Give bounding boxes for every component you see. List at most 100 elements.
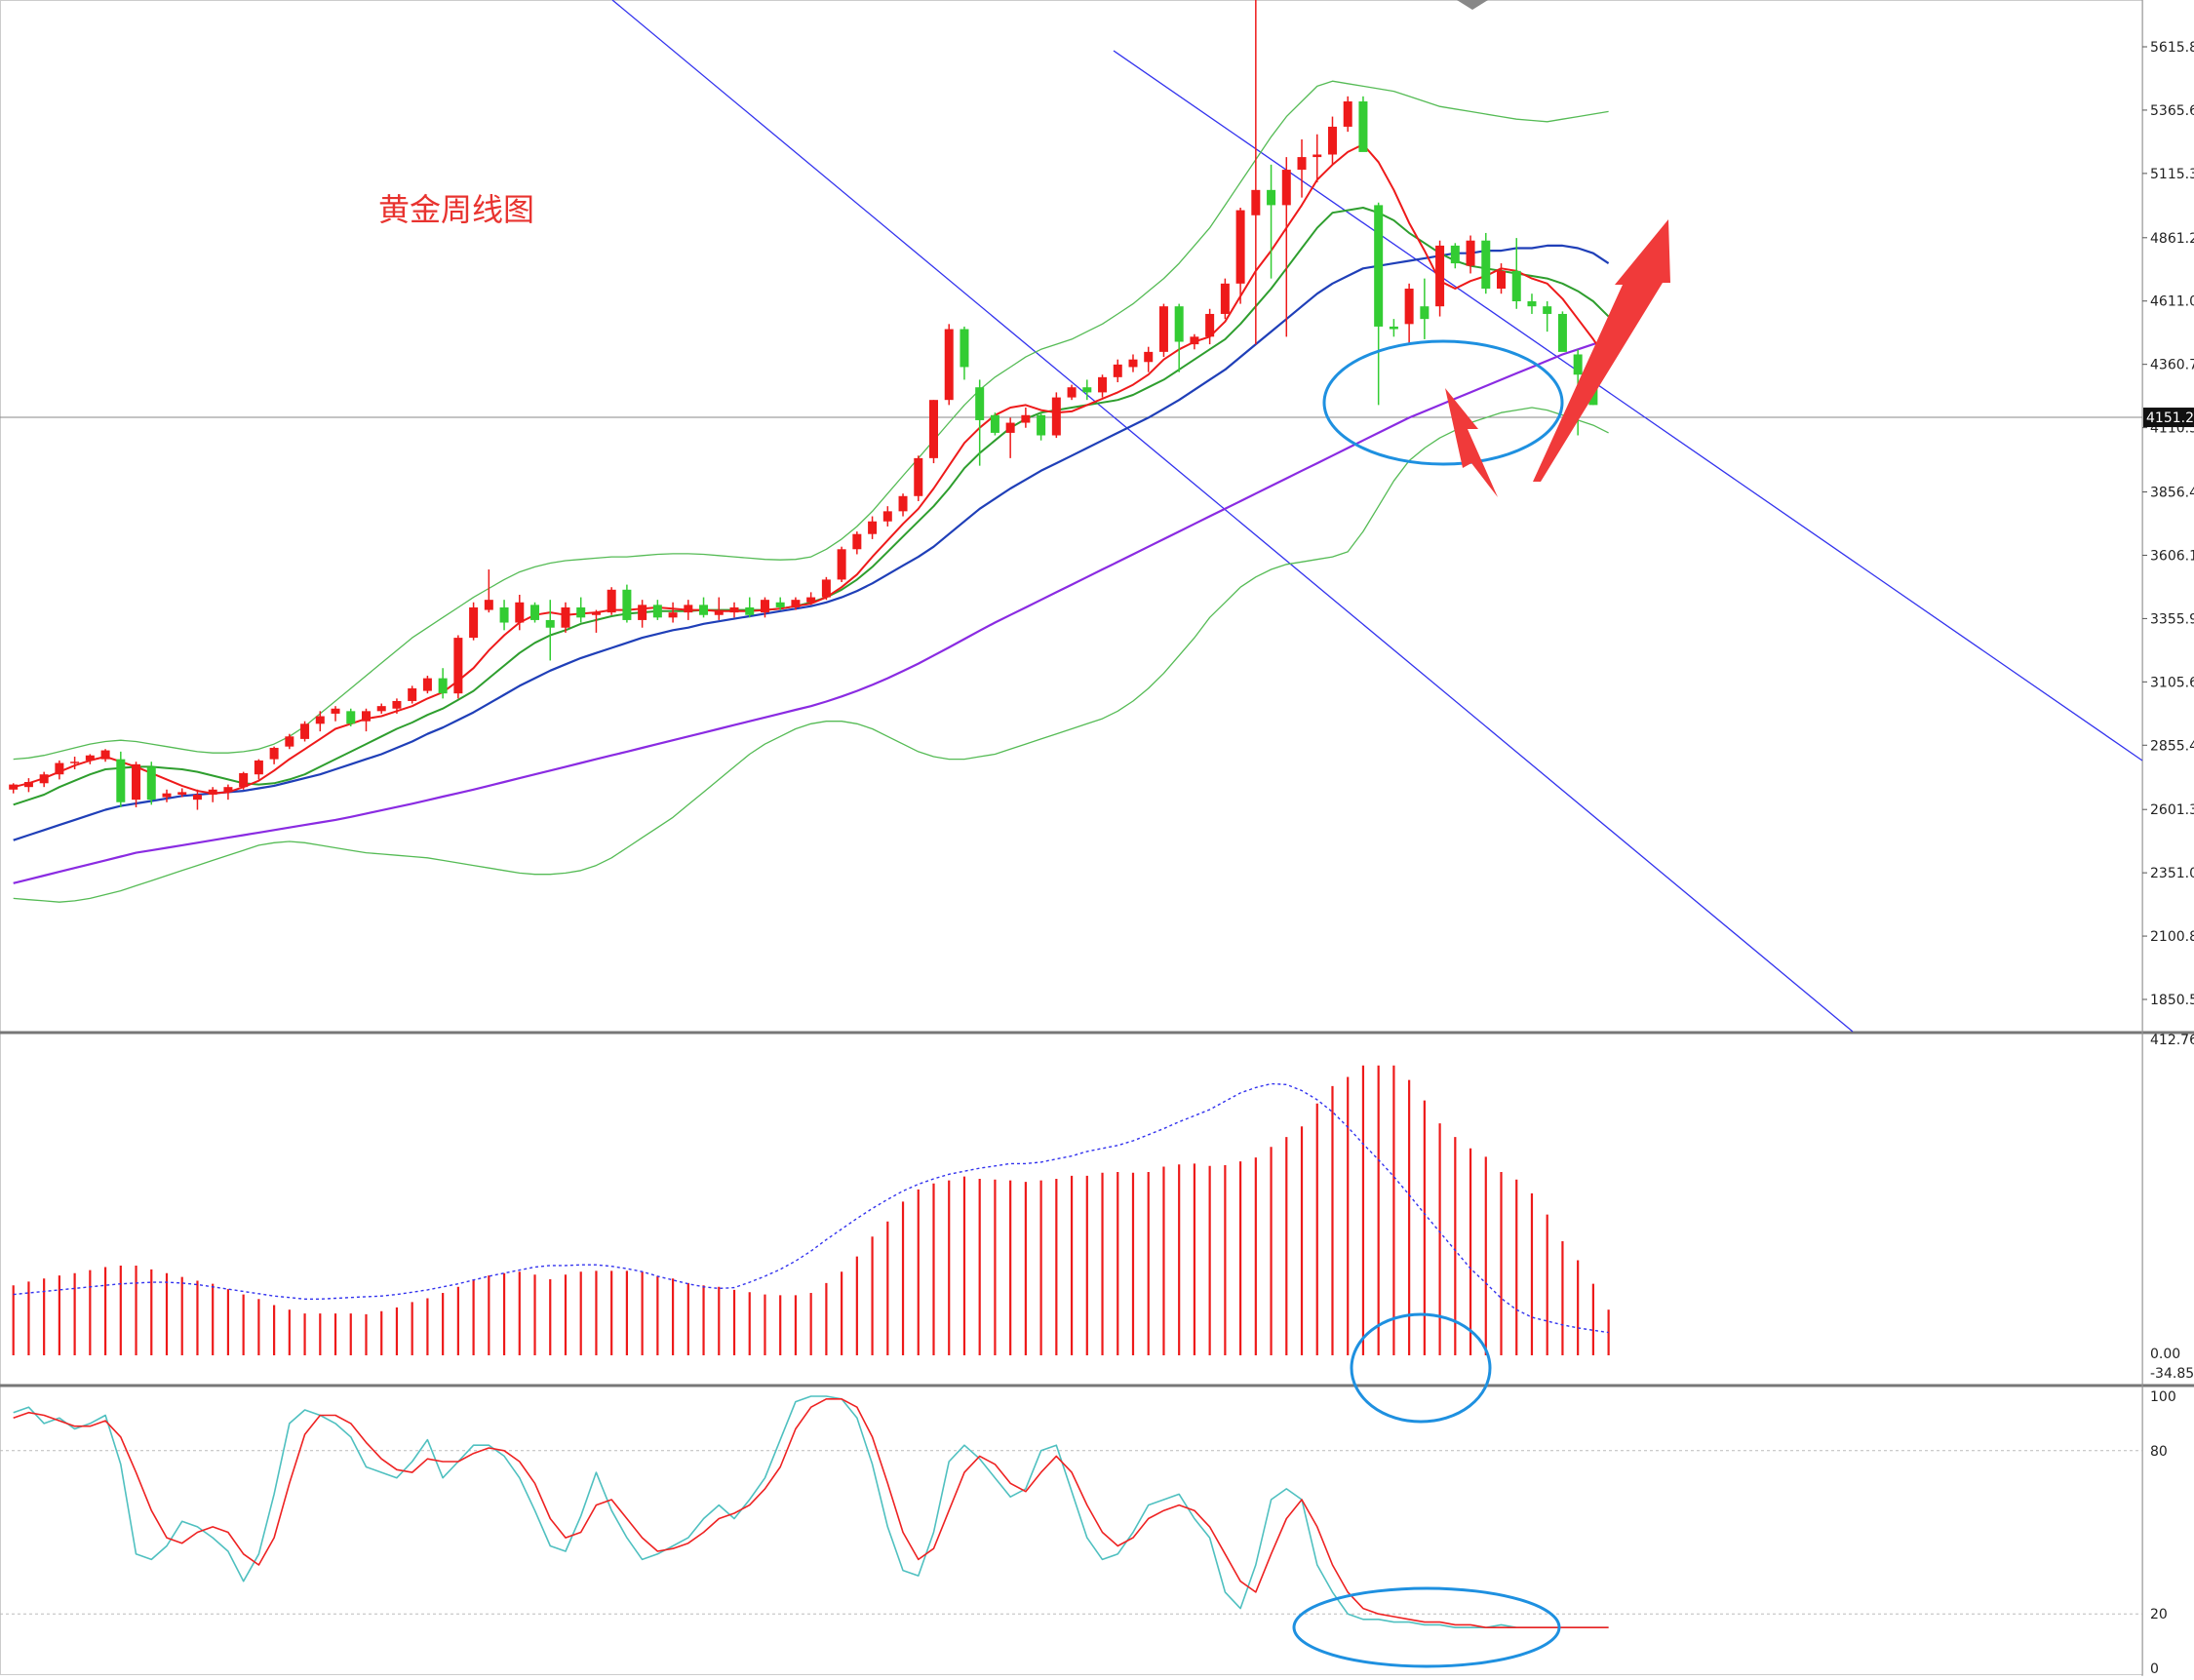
candle-down: [975, 379, 985, 466]
candle-body: [852, 533, 862, 550]
highlight-circle-macd: [1350, 1312, 1492, 1424]
candle-up: [806, 592, 816, 606]
candle-body: [39, 774, 49, 784]
line-ma10: [13, 207, 1610, 806]
candle-up: [1005, 417, 1015, 458]
candle-up: [1404, 283, 1414, 345]
candle-body: [1267, 189, 1276, 206]
candle-body: [929, 400, 938, 458]
candle-body: [1082, 387, 1092, 393]
candle-body: [960, 329, 969, 368]
candle-up: [607, 587, 616, 615]
candle-up: [929, 400, 938, 464]
candle-up: [162, 789, 172, 802]
price-tick-label: 1850.55: [2150, 993, 2194, 1008]
candle-up: [914, 455, 923, 501]
candle-body: [422, 678, 432, 691]
line-ma60: [13, 337, 1609, 884]
candle-body: [376, 706, 386, 712]
candle-down: [652, 600, 662, 620]
candle-up: [223, 784, 233, 801]
candle-down: [1358, 96, 1368, 152]
candle-down: [499, 600, 509, 631]
candle-up: [70, 757, 80, 770]
candle-body: [1190, 336, 1199, 345]
candle-body: [1251, 189, 1261, 215]
candle-body: [1527, 300, 1537, 307]
candle-body: [638, 605, 647, 620]
stoch-tick-label: 100: [2150, 1389, 2176, 1405]
candle-body: [208, 789, 217, 795]
candle-up: [1251, 0, 1261, 345]
candle-body: [1573, 354, 1583, 375]
candle-body: [1557, 313, 1567, 352]
candle-up: [944, 324, 954, 406]
price-tick-label: 3856.40: [2150, 486, 2194, 501]
candle-body: [408, 687, 417, 701]
macd-tick-label: -34.853: [2150, 1366, 2194, 1382]
macd-panel: 412.765 0.00 -34.853: [12, 1033, 2194, 1382]
candle-body: [1235, 210, 1245, 284]
current-price-badge: [2143, 408, 2194, 428]
candle-up: [192, 789, 202, 810]
candle-down: [1267, 164, 1276, 279]
candle-up: [1067, 384, 1077, 401]
candle-body: [1466, 240, 1475, 266]
candle-up: [285, 733, 294, 750]
candle-body: [1404, 289, 1414, 325]
candle-body: [1435, 245, 1445, 307]
candle-up: [331, 706, 340, 722]
channel-line-lower: [611, 0, 1854, 1033]
candle-body: [898, 495, 908, 512]
candle-body: [1113, 364, 1122, 377]
candle-up: [821, 576, 831, 601]
candle-down: [1511, 238, 1521, 309]
highlight-circle-price: [1322, 339, 1564, 466]
candle-body: [100, 750, 110, 760]
candle-body: [1281, 170, 1291, 206]
macd-tick-label: 412.765: [2150, 1033, 2194, 1048]
candle-body: [254, 760, 263, 775]
candle-down: [530, 602, 540, 623]
candle-up: [269, 746, 279, 764]
candle-down: [1527, 293, 1537, 314]
candle-body: [23, 781, 33, 788]
candle-up: [422, 676, 432, 694]
candle-body: [1021, 414, 1031, 423]
candle-body: [684, 605, 693, 613]
candle-down: [346, 708, 356, 726]
candle-body: [1497, 270, 1507, 290]
candle-up: [898, 493, 908, 517]
candle-up: [132, 762, 141, 807]
candle-up: [668, 602, 678, 623]
stochastic-panel: 100 80 20 0: [0, 1389, 2176, 1677]
price-tick-label: 4861.25: [2150, 231, 2194, 247]
candle-up: [1497, 263, 1507, 294]
price-tick-label: 2100.80: [2150, 929, 2194, 945]
candle-body: [9, 784, 19, 790]
candle-down: [1389, 319, 1398, 337]
candle-body: [132, 763, 141, 801]
candle-up: [85, 754, 95, 764]
candle-down: [1374, 202, 1384, 406]
candle-up: [9, 783, 19, 794]
price-tick-label: 4611.00: [2150, 294, 2194, 310]
candle-body: [837, 549, 846, 580]
stoch-d-line: [13, 1398, 1609, 1628]
candle-up: [23, 778, 33, 793]
candle-up: [1435, 240, 1445, 317]
candle-body: [944, 329, 954, 401]
candle-body: [177, 792, 187, 795]
candle-up: [408, 685, 417, 704]
macd-signal-line: [13, 1082, 1609, 1334]
candle-body: [223, 787, 233, 793]
candle-down: [576, 597, 586, 623]
candle-body: [729, 606, 739, 613]
candle-up: [39, 771, 49, 788]
candle-body: [1098, 376, 1108, 393]
candle-body: [192, 794, 202, 801]
stoch-tick-label: 80: [2150, 1444, 2168, 1460]
candle-down: [545, 600, 555, 661]
